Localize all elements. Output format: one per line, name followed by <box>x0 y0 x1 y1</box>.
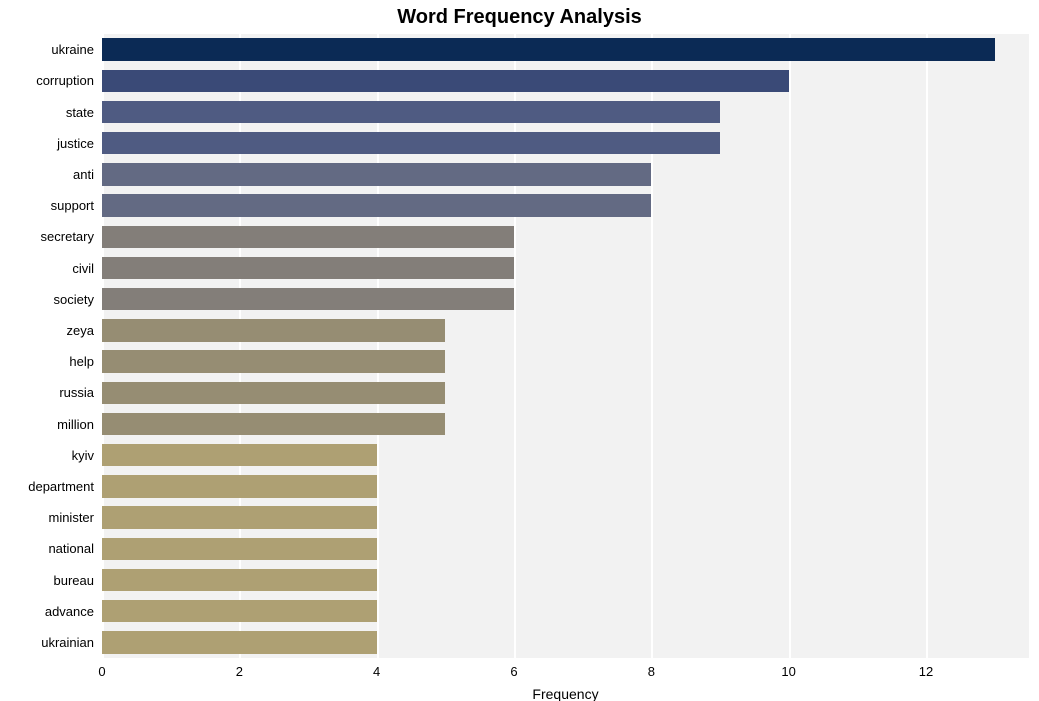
y-tick-label: bureau <box>0 573 94 588</box>
bar <box>102 475 377 497</box>
bar <box>102 319 445 341</box>
y-tick-label: national <box>0 541 94 556</box>
bar <box>102 38 995 60</box>
gridline <box>102 34 104 658</box>
y-tick-label: ukrainian <box>0 635 94 650</box>
y-tick-label: million <box>0 417 94 432</box>
x-tick-label: 10 <box>781 664 795 679</box>
bar <box>102 631 377 653</box>
x-axis-label: Frequency <box>102 686 1029 701</box>
y-tick-label: kyiv <box>0 448 94 463</box>
bar <box>102 194 651 216</box>
x-tick-label: 0 <box>98 664 105 679</box>
y-tick-label: support <box>0 198 94 213</box>
x-tick-label: 6 <box>510 664 517 679</box>
y-tick-label: society <box>0 292 94 307</box>
gridline <box>239 34 241 658</box>
bar <box>102 538 377 560</box>
y-tick-label: secretary <box>0 229 94 244</box>
chart-title: Word Frequency Analysis <box>0 6 1039 29</box>
y-tick-label: russia <box>0 385 94 400</box>
y-tick-label: corruption <box>0 73 94 88</box>
y-tick-label: civil <box>0 261 94 276</box>
bar <box>102 70 789 92</box>
gridline <box>651 34 653 658</box>
gridline <box>789 34 791 658</box>
y-tick-label: anti <box>0 167 94 182</box>
x-tick-label: 8 <box>648 664 655 679</box>
y-tick-label: zeya <box>0 323 94 338</box>
word-frequency-chart: Word Frequency Analysis Frequency ukrain… <box>0 0 1039 701</box>
bar <box>102 101 720 123</box>
bar <box>102 226 514 248</box>
bar <box>102 163 651 185</box>
y-tick-label: state <box>0 105 94 120</box>
plot-area <box>102 34 1029 658</box>
gridline <box>377 34 379 658</box>
bar <box>102 444 377 466</box>
y-tick-label: minister <box>0 510 94 525</box>
bar <box>102 506 377 528</box>
bar <box>102 350 445 372</box>
bar <box>102 600 377 622</box>
bar <box>102 413 445 435</box>
x-tick-label: 2 <box>236 664 243 679</box>
bar <box>102 288 514 310</box>
bar <box>102 257 514 279</box>
gridline <box>926 34 928 658</box>
bar <box>102 132 720 154</box>
gridline <box>514 34 516 658</box>
x-tick-label: 12 <box>919 664 933 679</box>
y-tick-label: ukraine <box>0 42 94 57</box>
y-tick-label: justice <box>0 136 94 151</box>
bar <box>102 569 377 591</box>
y-tick-label: department <box>0 479 94 494</box>
bar <box>102 382 445 404</box>
y-tick-label: advance <box>0 604 94 619</box>
x-tick-label: 4 <box>373 664 380 679</box>
y-tick-label: help <box>0 354 94 369</box>
